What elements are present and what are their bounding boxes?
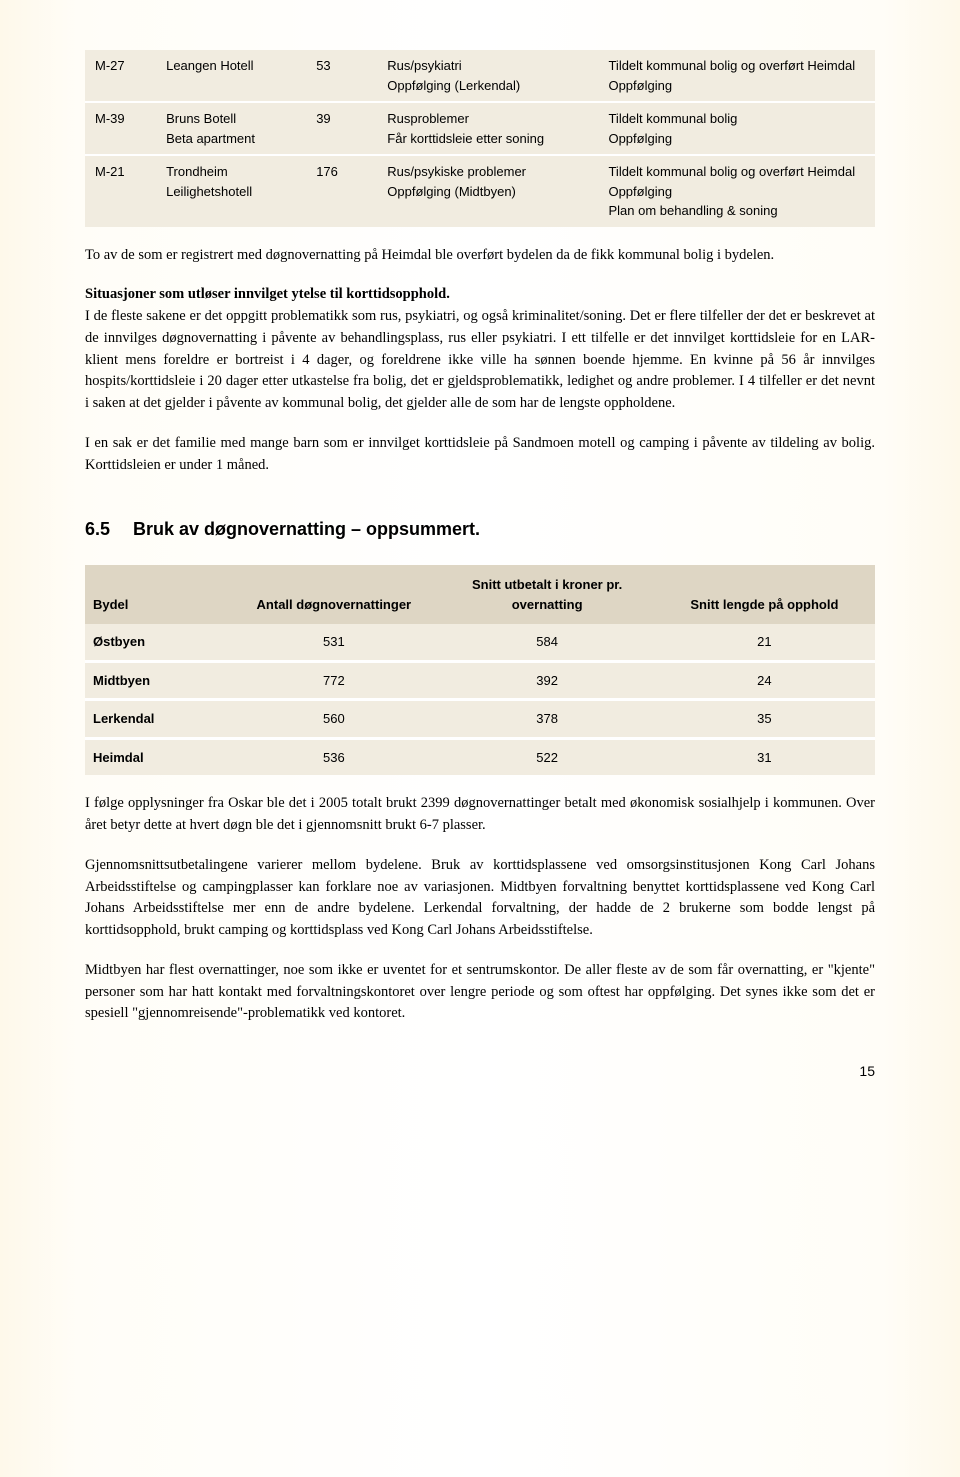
table-row: Lerkendal56037835 [85,700,875,739]
table-cell: Midtbyen [85,661,227,700]
page-content: M-27Leangen Hotell53Rus/psykiatriOppfølg… [85,50,875,1082]
table-cell: Trondheim Leilighetshotell [156,155,306,227]
summary-table: Bydel Antall døgnovernattinger Snitt utb… [85,565,875,775]
table-cell: Tildelt kommunal bolig og overført Heimd… [598,50,875,102]
table-cell: 21 [654,624,875,661]
summary-th-antall: Antall døgnovernattinger [227,565,440,624]
table-cell: 584 [440,624,653,661]
table-row: M-39Bruns BotellBeta apartment39Rusprobl… [85,102,875,155]
section-title: Bruk av døgnovernatting – oppsummert. [133,519,480,539]
paragraph-1: To av de som er registrert med døgnovern… [85,245,875,267]
table-cell: 772 [227,661,440,700]
table-cell: Tildelt kommunal bolig og overført Heimd… [598,155,875,227]
table-cell: M-21 [85,155,156,227]
page-number: 15 [85,1061,875,1082]
summary-th-snitt-kr: Snitt utbetalt i kroner pr. overnatting [440,565,653,624]
table-cell: 53 [306,50,377,102]
table-cell: 531 [227,624,440,661]
table-cell: Heimdal [85,738,227,775]
paragraph-2-lead: Situasjoner som utløser innvilget ytelse… [85,286,450,302]
paragraph-5: Gjennomsnittsutbetalingene varierer mell… [85,855,875,942]
summary-th-bydel: Bydel [85,565,227,624]
table-cell: 39 [306,102,377,155]
table-row: Midtbyen77239224 [85,661,875,700]
table-cell: 536 [227,738,440,775]
table-cell: Bruns BotellBeta apartment [156,102,306,155]
table-cell: M-27 [85,50,156,102]
paragraph-4: I følge opplysninger fra Oskar ble det i… [85,793,875,837]
paragraph-2: Situasjoner som utløser innvilget ytelse… [85,284,875,415]
table-cell: 24 [654,661,875,700]
table-cell: Østbyen [85,624,227,661]
table-cell: 176 [306,155,377,227]
section-number: 6.5 [85,516,133,543]
paragraph-6: Midtbyen har flest overnattinger, noe so… [85,960,875,1025]
table-cell: 560 [227,700,440,739]
table-cell: 522 [440,738,653,775]
table-cell: Rus/psykiske problemerOppfølging (Midtby… [377,155,598,227]
table-cell: Tildelt kommunal boligOppfølging [598,102,875,155]
table-cell: RusproblemerFår korttidsleie etter sonin… [377,102,598,155]
table-row: Østbyen53158421 [85,624,875,661]
paragraph-2-body: I de fleste sakene er det oppgitt proble… [85,308,875,411]
table-cell: 378 [440,700,653,739]
section-heading: 6.5Bruk av døgnovernatting – oppsummert. [85,516,875,543]
table-cell: Lerkendal [85,700,227,739]
table-cell: 35 [654,700,875,739]
table-row: M-21Trondheim Leilighetshotell176Rus/psy… [85,155,875,227]
table-cell: 31 [654,738,875,775]
table-cell: Rus/psykiatriOppfølging (Lerkendal) [377,50,598,102]
paragraph-3: I en sak er det familie med mange barn s… [85,433,875,477]
cases-table: M-27Leangen Hotell53Rus/psykiatriOppfølg… [85,50,875,227]
table-row: Heimdal53652231 [85,738,875,775]
table-cell: Leangen Hotell [156,50,306,102]
table-cell: M-39 [85,102,156,155]
table-cell: 392 [440,661,653,700]
table-row: M-27Leangen Hotell53Rus/psykiatriOppfølg… [85,50,875,102]
summary-th-snitt-lengde: Snitt lengde på opphold [654,565,875,624]
